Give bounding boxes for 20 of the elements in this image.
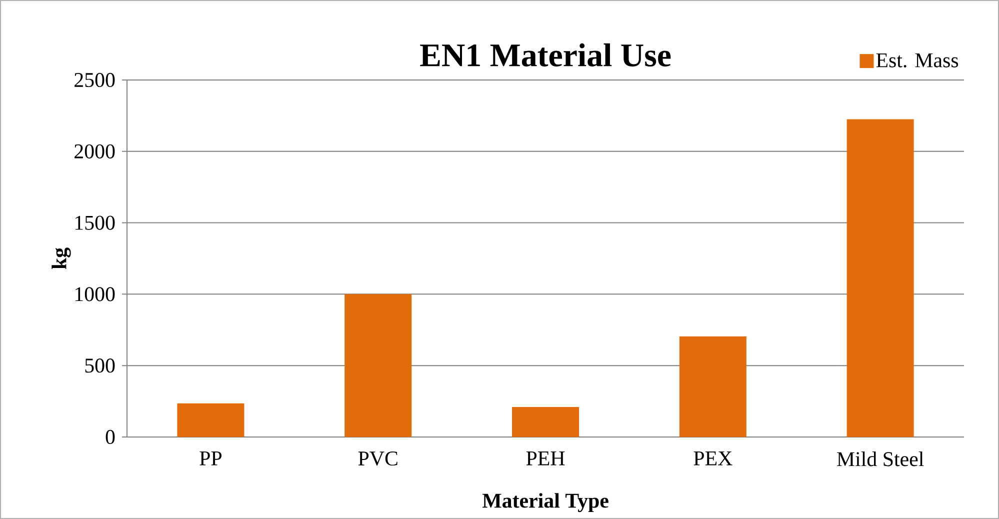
legend-label: Est. Mass — [876, 53, 958, 68]
x-tick-label: PEX — [694, 452, 732, 466]
y-tick-label: 0 — [106, 430, 115, 444]
bar — [344, 294, 412, 437]
x-tick-label: PVC — [358, 452, 398, 466]
y-tick-label: 1000 — [75, 287, 115, 302]
x-tick-label: PP — [200, 452, 222, 466]
y-tick-label: 1500 — [75, 216, 115, 230]
x-tick-label: Mild Steel — [837, 452, 924, 466]
x-tick-label: PEH — [526, 452, 565, 466]
y-tick-label: 2500 — [74, 72, 115, 88]
x-axis-title: Material Type — [482, 493, 608, 512]
bar — [679, 336, 746, 437]
bar — [846, 119, 914, 437]
y-tick-label: 500 — [85, 358, 115, 373]
y-axis-title: kg — [52, 248, 71, 270]
y-tick-label: 2000 — [74, 144, 115, 158]
bar — [512, 406, 580, 437]
bar — [177, 403, 244, 437]
chart-title: EN1 Material Use — [420, 43, 671, 66]
